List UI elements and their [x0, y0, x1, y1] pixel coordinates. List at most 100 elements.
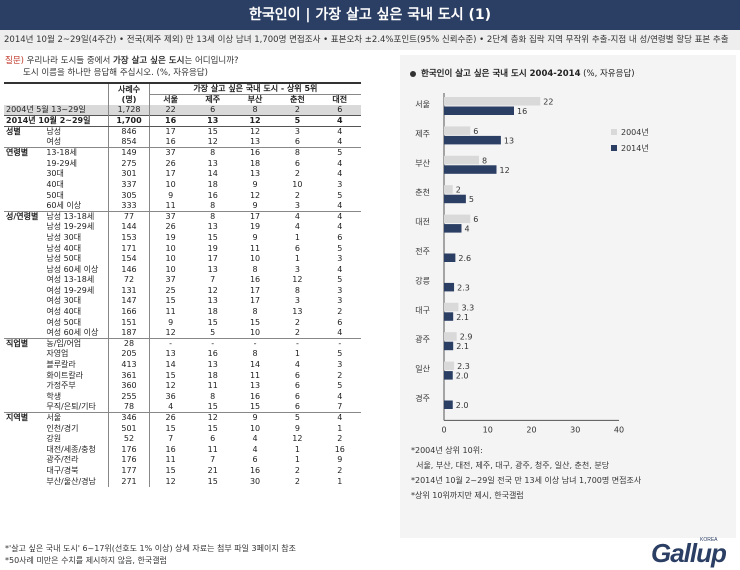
cell-value: 13: [207, 296, 218, 306]
group-title: 직업별: [4, 338, 45, 350]
row-label: 13-18세: [44, 147, 109, 159]
cell-value: 1: [294, 455, 300, 465]
cell-value: 15: [207, 402, 218, 412]
table-row: 여성 19-29세 131 25 12 17 8 3: [4, 285, 361, 297]
sample-size: 154: [108, 253, 150, 265]
table-row: 남성 50대 154 10 17 10 1 3: [4, 253, 361, 265]
group-title: [4, 423, 44, 434]
cell-value: 5: [318, 147, 361, 159]
group-title: [4, 296, 44, 307]
legend-label: 2004년: [621, 127, 649, 137]
group-title: [4, 180, 44, 191]
cell-value: 15: [207, 127, 218, 137]
category-label: 대전: [415, 217, 430, 227]
cell-value: 7: [168, 434, 174, 444]
table-row: 여성 50대 151 9 15 15 2 6: [4, 317, 361, 328]
table-row: 블루칼라 413 14 13 14 4 3: [4, 359, 361, 371]
cell-value: 11: [207, 381, 218, 391]
cell-value: 12: [292, 434, 303, 444]
bar-2004: [444, 185, 453, 194]
row-label: 남성 60세 이상: [46, 264, 99, 274]
bar-2004: [444, 361, 455, 371]
data-label: 4: [465, 225, 470, 234]
bar-2014: [444, 282, 455, 292]
cell-value: -: [233, 338, 277, 350]
cell-value: 26: [165, 222, 176, 232]
table-row: 학생 255 36 8 16 6 4: [4, 391, 361, 403]
cell-value: 3: [294, 127, 300, 137]
cell-value: 3: [337, 285, 343, 295]
cell-value: 14: [165, 360, 176, 370]
cell-value: -: [191, 338, 234, 350]
cell-value: 18: [207, 179, 218, 189]
cell-value: 19: [207, 243, 218, 253]
sample-size: 72: [108, 275, 150, 286]
cell-value: 12: [191, 412, 234, 424]
data-label: 16: [517, 107, 527, 116]
sample-size: 255: [108, 391, 150, 403]
cell-value: 11: [165, 307, 176, 317]
cell-value: 9: [252, 232, 258, 242]
group-title: [4, 307, 44, 318]
cell-value: 6: [294, 370, 300, 380]
survey-info: 2014년 10월 2~29일(4주간) • 전국(제주 제외) 만 13세 이…: [0, 30, 740, 50]
sample-size: 153: [108, 232, 150, 244]
cell-value: 12: [165, 328, 176, 338]
table-footnotes: *'살고 싶은 국내 도시' 6~17위(선호도 1% 이상) 상세 자료는 첨…: [5, 543, 296, 567]
bar-2004: [444, 126, 471, 135]
row-label: 남성 19-29세: [46, 222, 95, 232]
bar-2014: [444, 165, 497, 174]
page-title: 한국인이 | 가장 살고 싶은 국내 도시 (1): [0, 0, 740, 30]
cell-value: 16: [207, 349, 218, 359]
bar-2014: [444, 106, 514, 115]
data-label: 22: [543, 98, 553, 107]
category-label: 경주: [415, 393, 430, 403]
table-row: 여성 60세 이상 187 12 5 10 2 4: [4, 327, 361, 339]
sample-size: 846: [108, 126, 150, 138]
cell-value: 4: [337, 391, 343, 401]
table-row: 여성 854 16 12 13 6 4: [4, 137, 361, 148]
group-title: [4, 445, 44, 456]
cell-value: 8: [276, 147, 319, 159]
table-row: 성/연령별 남성 13-18세 77 37 8 17 4 4: [4, 210, 361, 223]
cell-value: 12: [233, 115, 277, 128]
cell-value: 15: [165, 465, 176, 475]
cell-value: 15: [207, 476, 218, 486]
group-title: [4, 328, 44, 339]
cell-value: 12: [207, 137, 218, 147]
row-label: 강원: [46, 434, 62, 444]
cell-value: 10: [292, 179, 303, 189]
cell-value: 2: [276, 105, 319, 116]
cell-value: 13: [249, 381, 261, 391]
cell-value: 5: [337, 243, 343, 253]
cell-value: 3: [337, 296, 343, 306]
cell-value: 5: [276, 115, 319, 128]
cell-value: 2: [294, 190, 300, 200]
cell-value: 16: [249, 465, 261, 475]
cell-value: 16: [149, 115, 192, 128]
data-label: 2.1: [456, 342, 469, 351]
cell-value: 3: [337, 254, 343, 264]
group-title: [4, 243, 44, 254]
table-row: 광주/전라 176 11 7 6 1 9: [4, 455, 361, 466]
cell-value: 10: [165, 264, 176, 274]
category-label: 서울: [415, 100, 430, 109]
table-row: 60세 이상 333 11 8 9 3 4: [4, 200, 361, 212]
footnote: 서울, 부산, 대전, 제주, 대구, 광주, 청주, 일산, 춘천, 분당: [411, 461, 610, 470]
group-title: [4, 466, 44, 477]
cell-value: 10: [165, 254, 176, 264]
group-title: [4, 233, 44, 244]
sample-size-header: 사례수 (명): [108, 83, 150, 106]
table-row: 지역별 서울 346 26 12 9 5 4: [4, 412, 361, 424]
sample-size: 176: [108, 444, 150, 456]
data-label: 12: [500, 166, 510, 175]
cell-value: 9: [294, 423, 300, 433]
row-label: 인천/경기: [46, 423, 79, 433]
bar-2014: [444, 253, 456, 262]
cell-value: 13: [207, 360, 218, 370]
sample-size: 149: [108, 147, 150, 159]
table-row: 여성 40대 166 11 18 8 13 2: [4, 306, 361, 318]
question-line1-post: 는 어디입니까?: [184, 56, 239, 66]
cell-value: 6: [210, 434, 216, 444]
